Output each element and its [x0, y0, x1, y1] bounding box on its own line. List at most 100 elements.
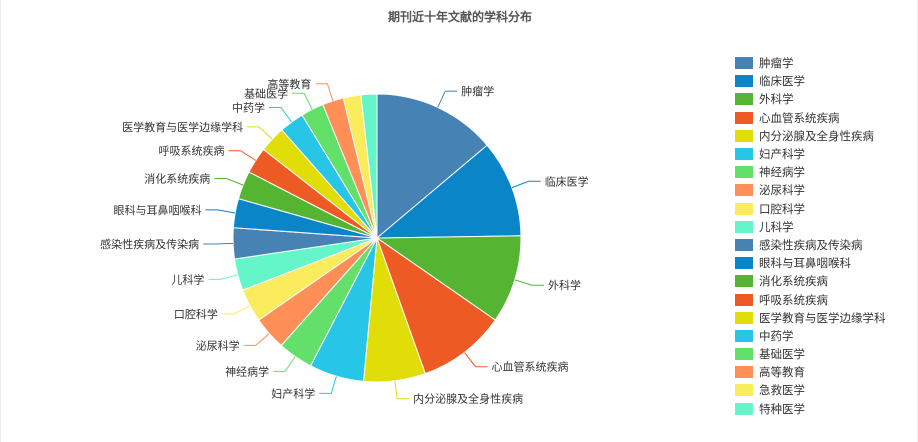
legend-item-19[interactable]: 急救医学: [735, 381, 886, 399]
legend-label: 高等教育: [759, 365, 805, 380]
legend-swatch: [735, 293, 753, 306]
legend-swatch: [735, 238, 753, 251]
label-line-6: [319, 375, 337, 394]
pie-slice-2[interactable]: [375, 144, 522, 239]
legend-label: 神经病学: [759, 165, 805, 180]
label-line-1: [437, 90, 458, 108]
legend-label: 口腔科学: [759, 201, 805, 216]
legend-swatch: [735, 166, 753, 179]
label-line-7: [273, 356, 296, 372]
slice-label-1: 肿瘤学: [461, 84, 494, 98]
label-line-11: [203, 242, 234, 245]
legend-label: 外科学: [759, 92, 794, 107]
label-line-8: [243, 333, 270, 346]
legend-item-7[interactable]: 神经病学: [735, 163, 886, 181]
legend-swatch: [735, 111, 753, 124]
legend-item-6[interactable]: 妇产科学: [735, 145, 886, 163]
legend-swatch: [735, 202, 753, 215]
slice-label-5: 内分泌腺及全身性疾病: [413, 392, 523, 406]
slice-label-10: 儿科学: [171, 272, 204, 286]
legend-swatch: [735, 348, 753, 361]
legend-item-16[interactable]: 中药学: [735, 327, 886, 345]
slice-label-17: 基础医学: [244, 86, 288, 100]
legend-item-20[interactable]: 特种医学: [735, 400, 886, 418]
legend-swatch: [735, 220, 753, 233]
label-line-18: [315, 83, 334, 102]
slice-label-18: 高等教育: [267, 77, 311, 91]
legend-swatch: [735, 93, 753, 106]
legend-item-5[interactable]: 内分泌腺及全身性疾病: [735, 127, 886, 145]
slice-label-12: 眼科与耳鼻咽喉科: [114, 203, 202, 217]
label-line-15: [247, 126, 273, 140]
legend-label: 内分泌腺及全身性疾病: [759, 128, 874, 143]
label-line-16: [269, 107, 293, 123]
legend-item-3[interactable]: 外科学: [735, 90, 886, 108]
legend-swatch: [735, 402, 753, 415]
slice-label-14: 呼吸系统疾病: [159, 144, 225, 158]
slice-label-16: 中药学: [232, 101, 265, 115]
legend-label: 医学教育与医学边缘学科: [759, 310, 886, 325]
legend-item-4[interactable]: 心血管系统疾病: [735, 109, 886, 127]
legend-label: 特种医学: [759, 401, 805, 416]
legend-swatch: [735, 366, 753, 379]
legend-item-2[interactable]: 临床医学: [735, 72, 886, 90]
legend-swatch: [735, 148, 753, 161]
legend-item-1[interactable]: 肿瘤学: [735, 54, 886, 72]
legend-item-13[interactable]: 消化系统疾病: [735, 272, 886, 290]
legend-label: 急救医学: [759, 383, 805, 398]
label-line-5: [394, 380, 410, 400]
legend-label: 呼吸系统疾病: [759, 292, 828, 307]
pie-slice-20[interactable]: [360, 93, 378, 239]
pie-slice-1[interactable]: [376, 93, 488, 240]
label-line-13: [214, 178, 244, 186]
label-line-12: [205, 209, 236, 214]
slice-label-7: 神经病学: [225, 364, 269, 378]
legend-item-9[interactable]: 口腔科学: [735, 200, 886, 218]
slice-label-2: 临床医学: [545, 174, 589, 188]
legend-swatch: [735, 311, 753, 324]
slice-label-13: 消化系统疾病: [144, 172, 210, 186]
slice-label-8: 泌尿科学: [196, 338, 240, 352]
label-line-3: [514, 279, 544, 286]
legend-label: 心血管系统疾病: [759, 110, 840, 125]
legend-label: 妇产科学: [759, 147, 805, 162]
pie-slice-3[interactable]: [375, 235, 522, 321]
legend-label: 临床医学: [759, 74, 805, 89]
legend-label: 消化系统疾病: [759, 274, 828, 289]
legend-swatch: [735, 384, 753, 397]
label-line-9: [221, 305, 251, 315]
legend-label: 眼科与耳鼻咽喉科: [759, 256, 851, 271]
pie-slice-4[interactable]: [376, 236, 497, 375]
slice-label-3: 外科学: [548, 278, 581, 292]
slice-label-15: 医学教育与医学边缘学科: [122, 120, 243, 134]
legend-item-8[interactable]: 泌尿科学: [735, 181, 886, 199]
legend-swatch: [735, 129, 753, 142]
legend-label: 肿瘤学: [759, 56, 794, 71]
legend-item-14[interactable]: 呼吸系统疾病: [735, 290, 886, 308]
legend-item-11[interactable]: 感染性疾病及传染病: [735, 236, 886, 254]
legend-swatch: [735, 275, 753, 288]
legend-label: 泌尿科学: [759, 183, 805, 198]
slice-label-6: 妇产科学: [271, 386, 315, 400]
legend-item-18[interactable]: 高等教育: [735, 363, 886, 381]
legend: 肿瘤学临床医学外科学心血管系统疾病内分泌腺及全身性疾病 妇产科学神经病学泌尿科学口…: [735, 54, 886, 418]
legend-item-12[interactable]: 眼科与耳鼻咽喉科: [735, 254, 886, 272]
legend-item-10[interactable]: 儿科学: [735, 218, 886, 236]
legend-item-15[interactable]: 医学教育与医学边缘学科: [735, 309, 886, 327]
legend-swatch: [735, 75, 753, 88]
legend-swatch: [735, 57, 753, 70]
label-line-2: [511, 180, 541, 189]
label-line-14: [228, 150, 256, 161]
slice-label-4: 心血管系统疾病: [492, 360, 569, 374]
legend-label: 基础医学: [759, 347, 805, 362]
label-line-10: [208, 274, 238, 280]
legend-swatch: [735, 329, 753, 342]
slice-label-9: 口腔科学: [174, 307, 218, 321]
label-line-4: [464, 352, 488, 368]
legend-swatch: [735, 257, 753, 270]
legend-label: 中药学: [759, 328, 794, 343]
slice-label-11: 感染性疾病及传染病: [100, 237, 199, 251]
label-line-17: [292, 92, 313, 110]
legend-item-17[interactable]: 基础医学: [735, 345, 886, 363]
